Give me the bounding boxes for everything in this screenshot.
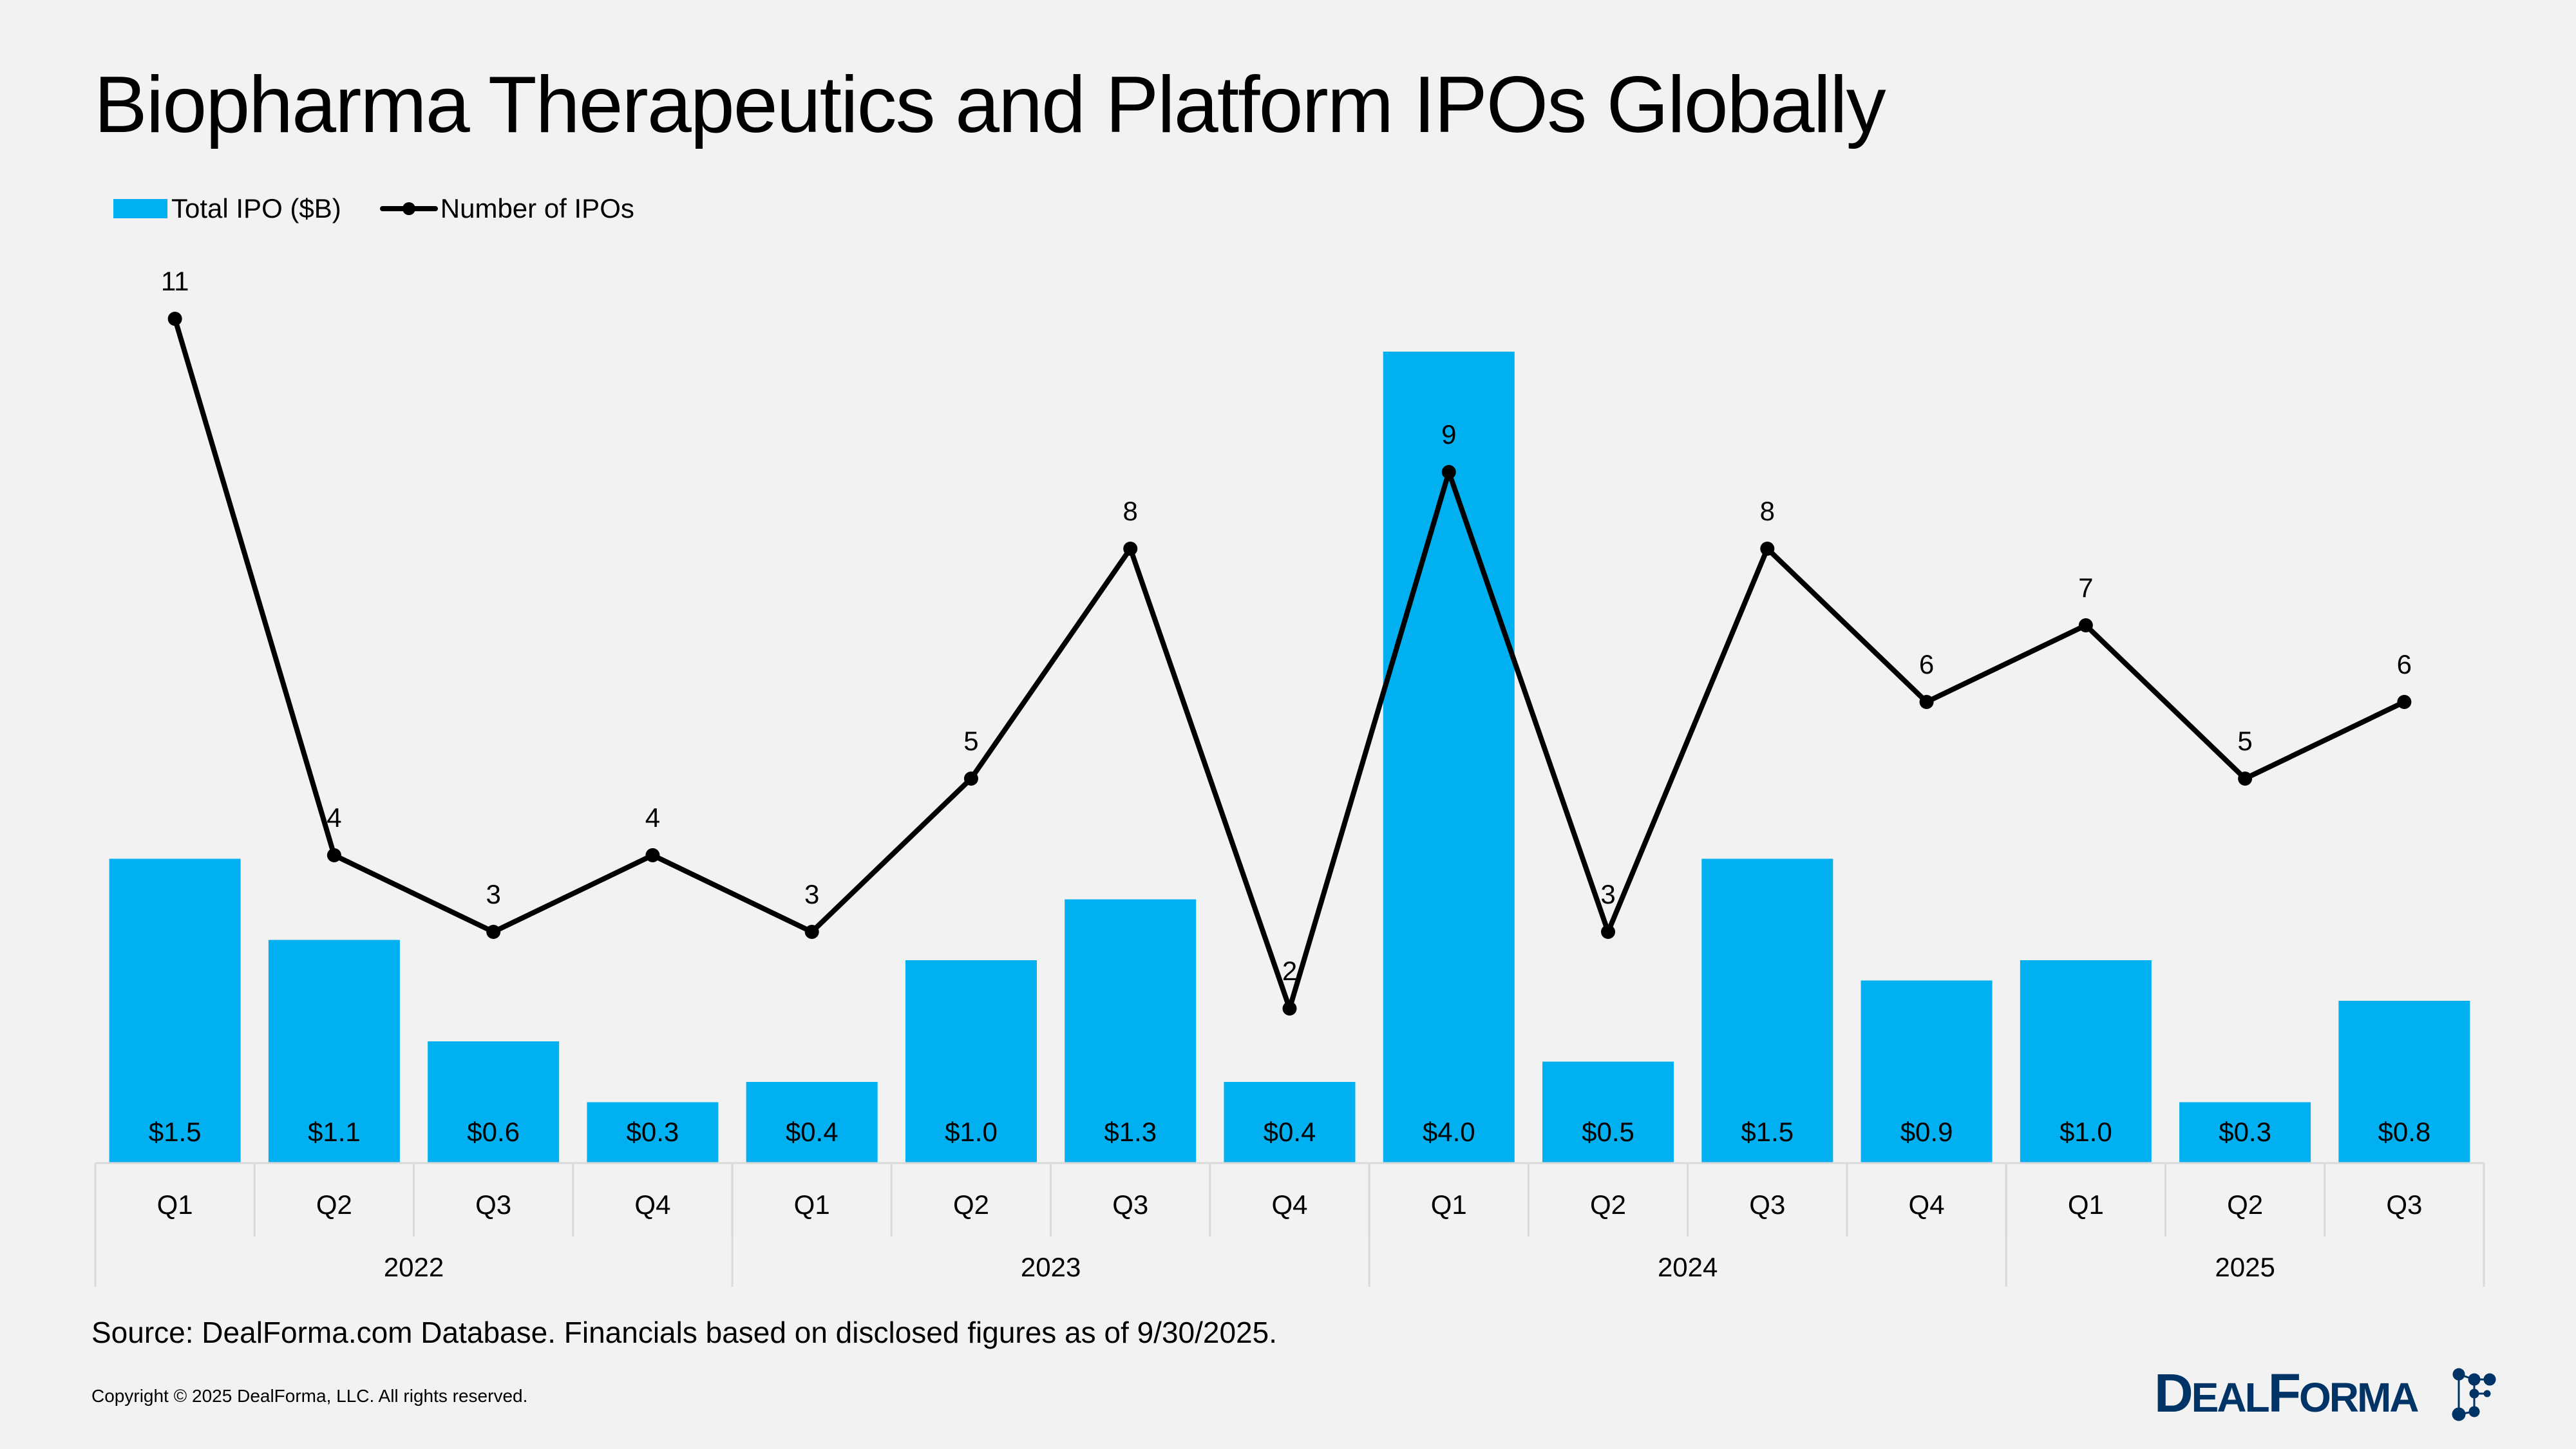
- bar: [2020, 960, 2152, 1163]
- line-point: [167, 312, 182, 326]
- x-tick-label: Q2: [2227, 1189, 2263, 1220]
- line-point: [963, 772, 978, 786]
- line-point: [327, 848, 341, 862]
- x-tick-label: Q4: [1909, 1189, 1945, 1220]
- bar-data-label: $0.9: [1900, 1117, 1953, 1147]
- bar-data-label: $0.3: [627, 1117, 679, 1147]
- bar-data-label: $1.3: [1104, 1117, 1157, 1147]
- x-group-label: 2023: [1021, 1252, 1081, 1282]
- bar: [428, 1041, 560, 1163]
- x-group-label: 2024: [1658, 1252, 1718, 1282]
- copyright-note: Copyright © 2025 DealForma, LLC. All rig…: [91, 1386, 528, 1406]
- x-tick-label: Q3: [1749, 1189, 1785, 1220]
- svg-text:DEALFORMA: DEALFORMA: [2154, 1363, 2418, 1423]
- line-data-label: 3: [1600, 879, 1615, 909]
- bar: [587, 1102, 719, 1163]
- x-tick-label: Q2: [953, 1189, 989, 1220]
- dealforma-logo: DEALFORMA: [2154, 1363, 2496, 1423]
- line-point: [645, 848, 660, 862]
- x-tick-label: Q1: [157, 1189, 193, 1220]
- line-data-label: 8: [1760, 496, 1775, 526]
- line-data-label: 6: [1919, 649, 1934, 679]
- chart-title: Biopharma Therapeutics and Platform IPOs…: [94, 61, 1886, 149]
- bar-data-label: $4.0: [1423, 1117, 1475, 1147]
- line-data-label: 5: [2237, 726, 2252, 756]
- bar-data-label: $0.6: [467, 1117, 520, 1147]
- line-data-label: 4: [645, 802, 660, 833]
- x-tick-label: Q1: [794, 1189, 830, 1220]
- legend-bar-swatch: [113, 199, 167, 218]
- bar-data-label: $0.3: [2219, 1117, 2271, 1147]
- bar-data-label: $1.1: [308, 1117, 361, 1147]
- line-data-label: 9: [1441, 419, 1456, 450]
- source-note: Source: DealForma.com Database. Financia…: [91, 1316, 1278, 1349]
- bar: [1224, 1082, 1356, 1163]
- bar: [2338, 1001, 2470, 1163]
- bar-data-label: $1.0: [2060, 1117, 2112, 1147]
- line-data-label: 6: [2397, 649, 2412, 679]
- bar: [1701, 858, 1833, 1163]
- bar-data-label: $0.8: [2378, 1117, 2430, 1147]
- x-tick-label: Q4: [1271, 1189, 1307, 1220]
- x-tick-label: Q1: [2068, 1189, 2104, 1220]
- line-point: [2238, 772, 2253, 786]
- line-point: [2397, 695, 2412, 709]
- bar: [109, 858, 241, 1163]
- legend: Total IPO ($B) Number of IPOs: [113, 193, 634, 224]
- line-point: [1123, 542, 1138, 556]
- bar: [2179, 1102, 2311, 1163]
- line-data-label: 5: [963, 726, 978, 756]
- legend-bar-label: Total IPO ($B): [171, 193, 341, 223]
- line-point: [1760, 542, 1775, 556]
- bar: [268, 940, 400, 1163]
- line-data-label: 7: [2078, 573, 2093, 603]
- x-tick-label: Q3: [1112, 1189, 1148, 1220]
- line-data-label: 4: [327, 802, 341, 833]
- line-point: [1919, 695, 1934, 709]
- x-group-label: 2025: [2215, 1252, 2275, 1282]
- line-point: [804, 925, 819, 939]
- line-data-label: 11: [161, 266, 189, 296]
- bar-data-label: $0.4: [786, 1117, 838, 1147]
- line-point: [486, 925, 501, 939]
- ipo-count-line: [172, 317, 2406, 1011]
- line-point: [1282, 1001, 1297, 1016]
- line-point: [1601, 925, 1616, 939]
- legend-line-label: Number of IPOs: [440, 193, 634, 223]
- line-data-label: 2: [1282, 956, 1297, 986]
- x-tick-label: Q4: [634, 1189, 670, 1220]
- line-point: [1441, 465, 1456, 479]
- bar-data-label: $1.0: [945, 1117, 998, 1147]
- line-point: [2078, 618, 2093, 632]
- bar: [746, 1082, 878, 1163]
- x-tick-label: Q3: [475, 1189, 511, 1220]
- bar-data-label: $0.4: [1264, 1117, 1316, 1147]
- bar: [1542, 1061, 1674, 1163]
- line-data-label: 3: [486, 879, 500, 909]
- x-tick-label: Q1: [1431, 1189, 1467, 1220]
- bar: [1065, 899, 1197, 1163]
- line-data-label: 8: [1123, 496, 1138, 526]
- bar: [905, 960, 1037, 1163]
- bar: [1861, 980, 1993, 1163]
- x-tick-label: Q2: [1590, 1189, 1626, 1220]
- bar-data-label: $1.5: [149, 1117, 202, 1147]
- legend-line-marker-icon: [379, 202, 438, 215]
- line-data-label: 3: [804, 879, 819, 909]
- bar: [1383, 352, 1515, 1163]
- x-group-label: 2022: [384, 1252, 444, 1282]
- x-tick-label: Q3: [2386, 1189, 2422, 1220]
- x-tick-label: Q2: [316, 1189, 352, 1220]
- bar-data-label: $0.5: [1582, 1117, 1634, 1147]
- bar-data-label: $1.5: [1741, 1117, 1794, 1147]
